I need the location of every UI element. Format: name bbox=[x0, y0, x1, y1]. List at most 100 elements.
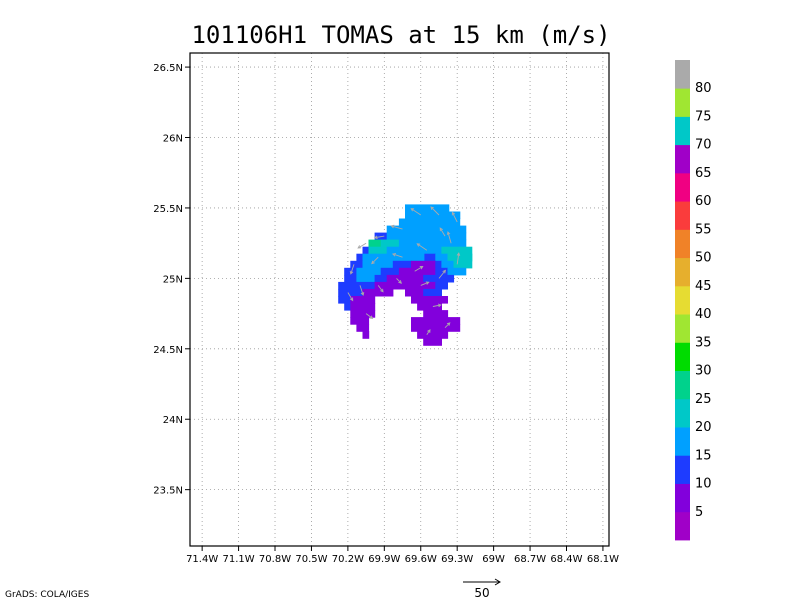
x-tick-label: 68.4W bbox=[550, 554, 582, 565]
wind-cell bbox=[418, 232, 467, 241]
wind-vector bbox=[416, 243, 428, 251]
wind-cell bbox=[356, 253, 364, 262]
wind-cell bbox=[424, 218, 461, 227]
wind-cell bbox=[350, 303, 376, 311]
wind-cell bbox=[398, 253, 425, 262]
colorbar-label: 50 bbox=[695, 251, 712, 266]
wind-cell bbox=[411, 296, 448, 304]
wind-vector bbox=[439, 227, 446, 237]
colorbar-label: 40 bbox=[695, 307, 712, 322]
wind-cell bbox=[398, 267, 436, 276]
wind-vector bbox=[432, 303, 442, 308]
x-tick-label: 70.5W bbox=[295, 554, 327, 565]
wind-vector bbox=[357, 242, 367, 249]
colorbar-segment bbox=[675, 511, 690, 541]
colorbar-segment bbox=[675, 172, 690, 202]
wind-cell bbox=[362, 246, 370, 255]
wind-vectors bbox=[347, 206, 461, 335]
wind-cell bbox=[386, 274, 400, 283]
wind-cell bbox=[405, 204, 450, 212]
wind-cell bbox=[380, 288, 394, 297]
colorbar-label: 65 bbox=[695, 166, 712, 181]
wind-cell bbox=[453, 260, 473, 269]
colorbar-segment bbox=[675, 257, 690, 287]
wind-vector bbox=[451, 211, 458, 223]
colorbar-segment bbox=[675, 370, 690, 400]
x-tick-label: 69.3W bbox=[441, 554, 473, 565]
colorbar-segment bbox=[675, 88, 690, 117]
wind-cell bbox=[368, 246, 388, 255]
x-tick-label: 70.2W bbox=[332, 554, 364, 565]
wind-vector bbox=[410, 208, 422, 216]
colorbar-label: 75 bbox=[695, 110, 712, 125]
wind-cell bbox=[423, 288, 442, 297]
wind-cell bbox=[372, 260, 394, 269]
wind-cell bbox=[362, 331, 370, 339]
wind-cell bbox=[441, 260, 455, 269]
colorbar-segment bbox=[675, 229, 690, 259]
x-tick-label: 71.4W bbox=[186, 554, 218, 565]
x-tick-label: 69.6W bbox=[405, 554, 437, 565]
wind-vector bbox=[391, 253, 403, 258]
x-tick-label: 68.1W bbox=[587, 554, 619, 565]
wind-vector bbox=[444, 322, 451, 329]
wind-cell bbox=[350, 296, 376, 304]
wind-cell bbox=[447, 253, 473, 262]
wind-cell bbox=[368, 239, 382, 248]
wind-cell bbox=[423, 310, 449, 318]
wind-cell bbox=[423, 338, 442, 346]
wind-cell bbox=[417, 303, 442, 311]
wind-cell bbox=[362, 260, 373, 269]
colorbar-label: 10 bbox=[695, 477, 712, 492]
wind-cell bbox=[386, 246, 413, 255]
y-axis-ticks: 23.5N 24N 24.5N 25N 25.5N 26N 26.5N bbox=[153, 63, 190, 497]
x-tick-label: 71.1W bbox=[223, 554, 255, 565]
colorbar-segment bbox=[675, 483, 690, 513]
colorbar-segment bbox=[675, 342, 690, 371]
wind-cell bbox=[398, 218, 425, 227]
wind-cell bbox=[411, 260, 436, 269]
wind-vector bbox=[438, 269, 447, 279]
wind-vector bbox=[430, 206, 440, 216]
wind-speed-cells bbox=[338, 204, 473, 346]
colorbar-segment bbox=[675, 144, 690, 174]
wind-cell bbox=[386, 232, 400, 241]
x-tick-label: 69W bbox=[482, 554, 505, 565]
colorbar-segment bbox=[675, 285, 690, 315]
colorbar-label: 70 bbox=[695, 138, 712, 153]
wind-cell bbox=[398, 274, 424, 283]
colorbar-segment bbox=[675, 427, 690, 456]
wind-vector bbox=[456, 252, 461, 265]
reference-vector-label: 50 bbox=[474, 586, 489, 600]
colorbar-segment bbox=[675, 60, 690, 89]
reference-vector-head bbox=[494, 578, 501, 586]
wind-cell bbox=[380, 239, 400, 248]
colorbar-segment bbox=[675, 398, 690, 428]
reference-vector: 50 bbox=[463, 578, 501, 600]
colorbar-label: 80 bbox=[695, 81, 712, 96]
wind-cell bbox=[435, 281, 448, 290]
wind-cell bbox=[441, 274, 455, 283]
wind-cell bbox=[405, 288, 424, 297]
colorbar: 5 10 15 20 25 30 35 40 45 50 55 60 65 70 75 80 bbox=[675, 60, 712, 541]
wind-cell bbox=[398, 239, 467, 248]
wind-cell bbox=[417, 331, 449, 339]
y-tick-label: 23.5N bbox=[153, 486, 183, 497]
wind-cell bbox=[435, 267, 448, 276]
wind-cell bbox=[441, 246, 461, 255]
colorbar-label: 25 bbox=[695, 392, 712, 407]
wind-cell bbox=[362, 253, 376, 262]
colorbar-label: 15 bbox=[695, 448, 712, 463]
wind-cell bbox=[411, 281, 436, 290]
wind-cell bbox=[350, 317, 370, 325]
wind-vector bbox=[371, 256, 379, 265]
colorbar-label: 55 bbox=[695, 222, 712, 237]
x-axis-ticks: 71.4W 71.1W 70.8W 70.5W 70.2W 69.9W 69.6W 69.3W… bbox=[186, 546, 619, 565]
wind-vector bbox=[359, 285, 365, 296]
colorbar-segment bbox=[675, 314, 690, 343]
wind-cell bbox=[435, 260, 442, 269]
wind-cell bbox=[338, 281, 357, 290]
wind-vector bbox=[373, 235, 385, 240]
wind-cell bbox=[447, 267, 467, 276]
